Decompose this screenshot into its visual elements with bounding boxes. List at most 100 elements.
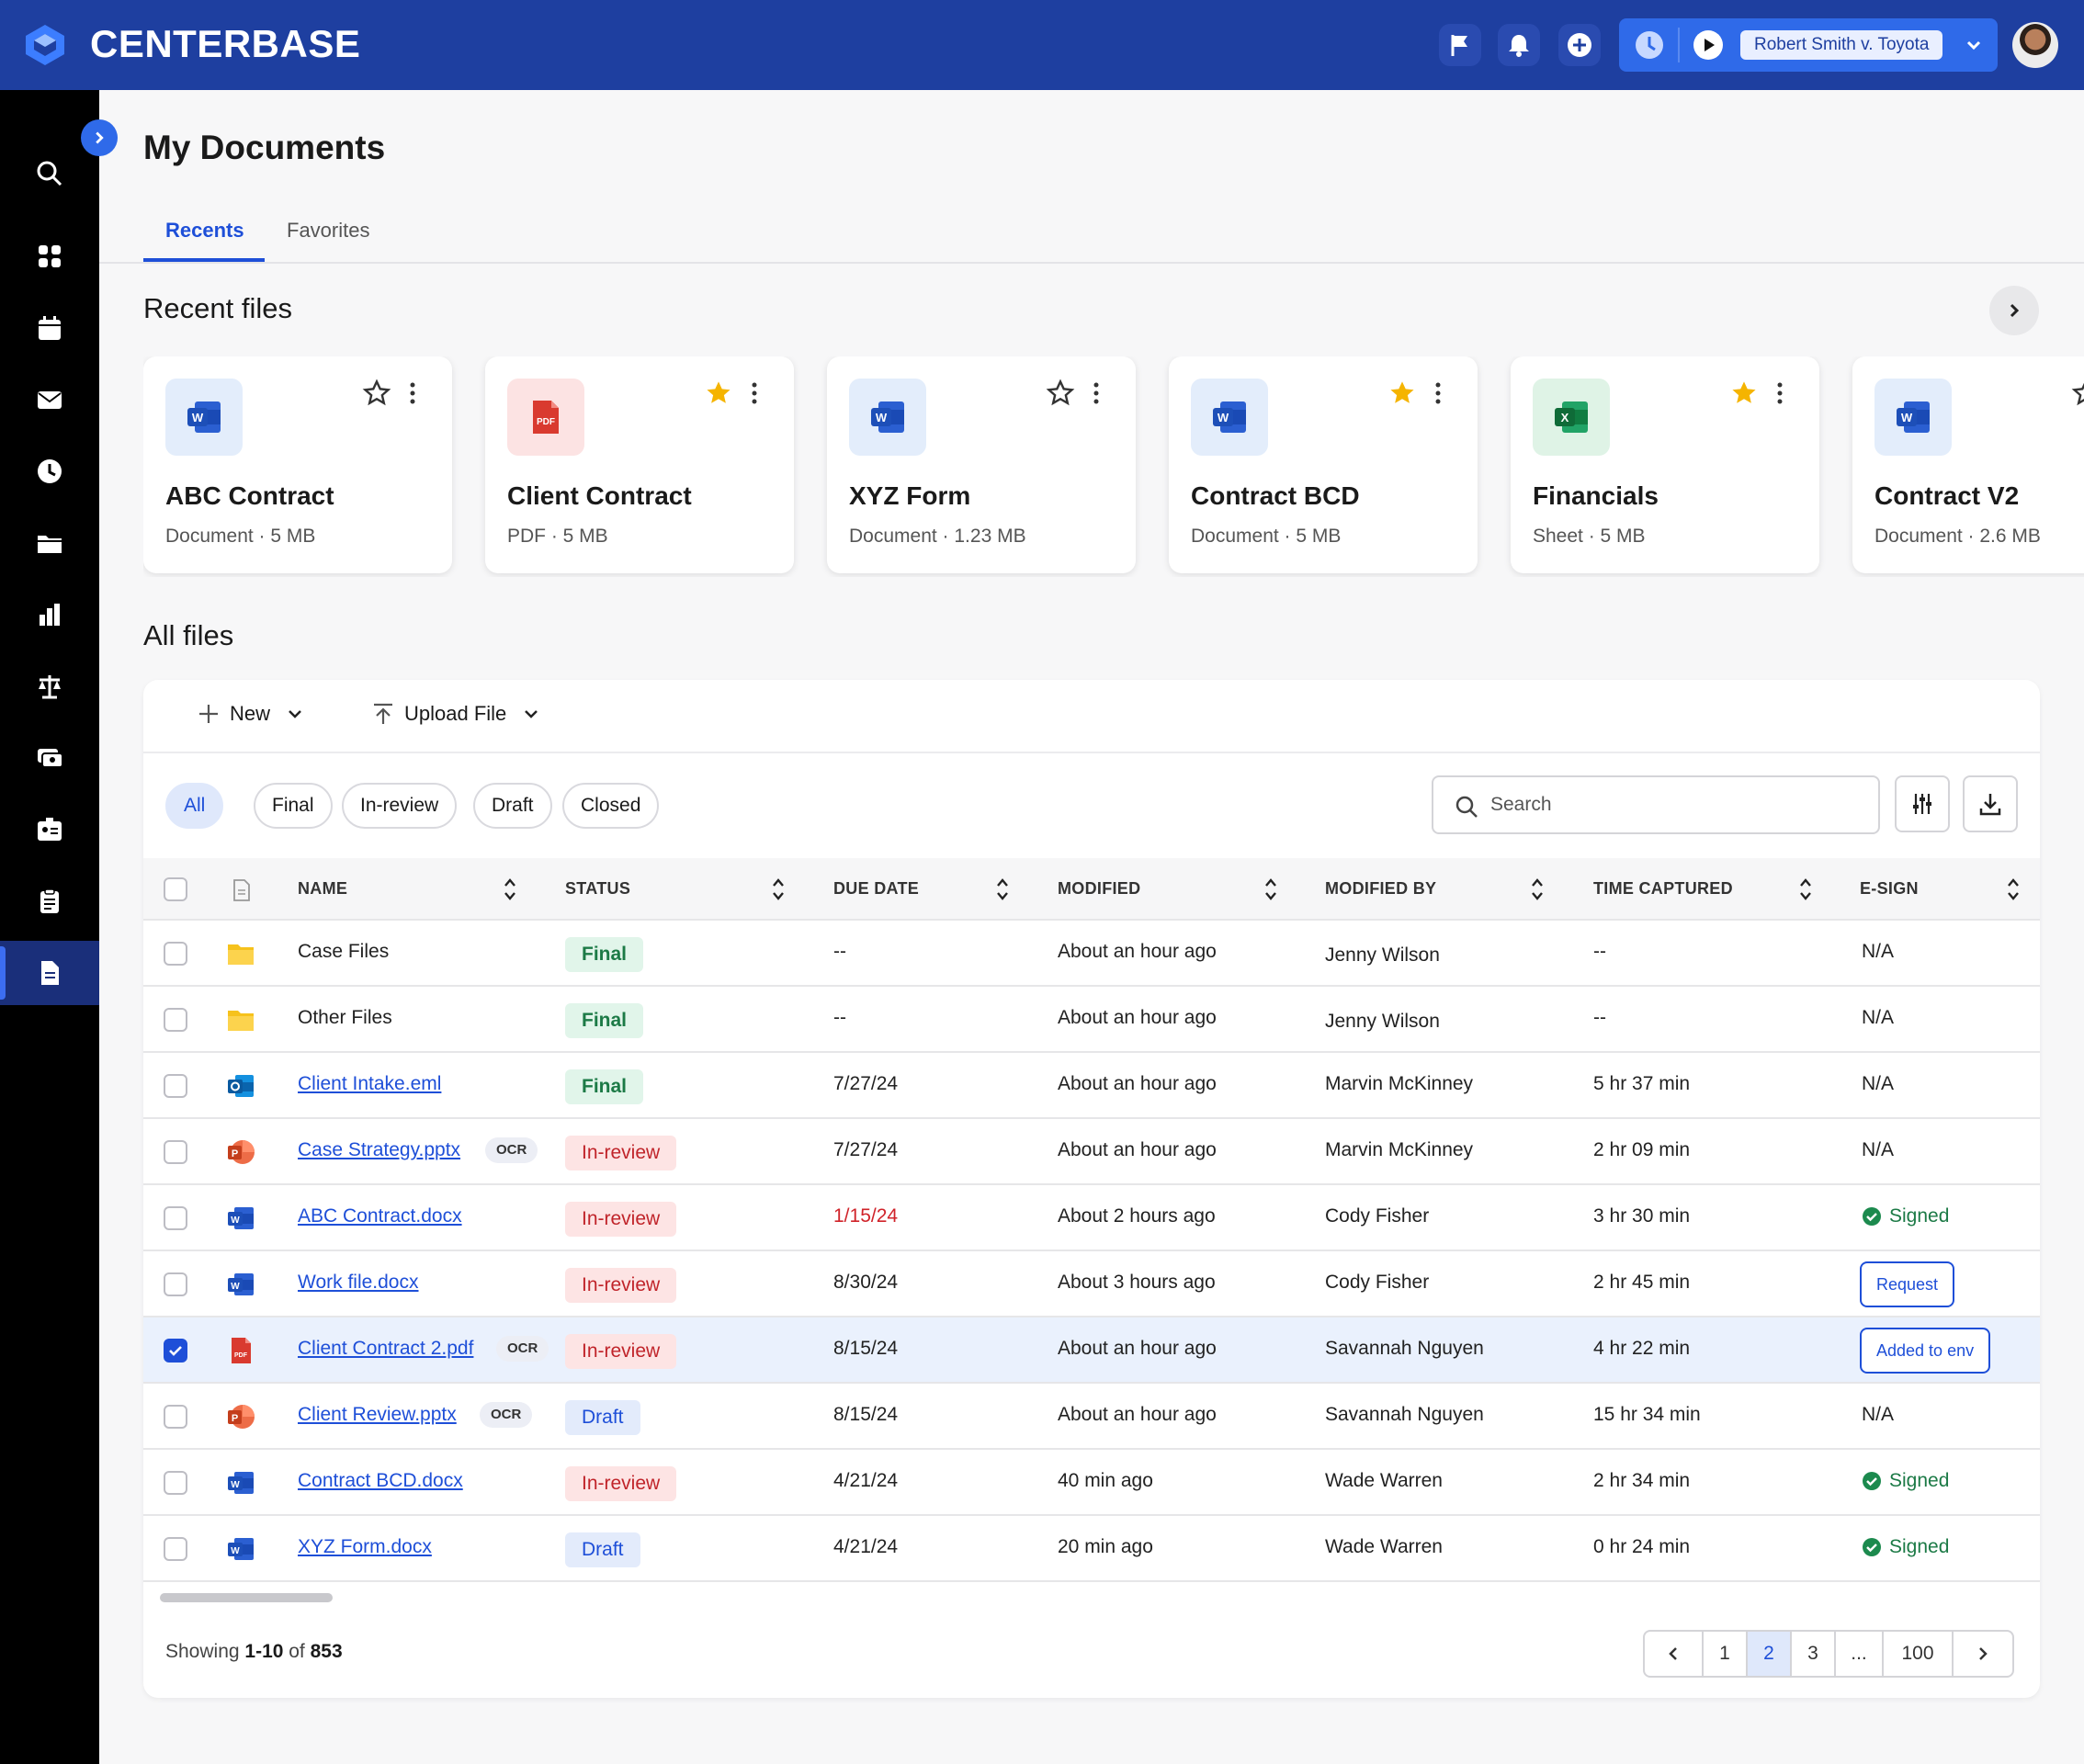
sort-icon[interactable]: [994, 875, 1011, 904]
recent-file-card[interactable]: X Financials Sheet · 5 MB: [1511, 356, 1819, 573]
filter-chip-draft[interactable]: Draft: [473, 783, 552, 829]
table-row[interactable]: Client Intake.eml Final 7/27/24 About an…: [143, 1053, 2040, 1119]
column-settings-button[interactable]: [1895, 775, 1950, 832]
table-row[interactable]: P Client Review.pptx OCR Draft 8/15/24 A…: [143, 1384, 2040, 1450]
new-button[interactable]: New: [195, 700, 305, 728]
table-row[interactable]: W Work file.docx In-review 8/30/24 About…: [143, 1251, 2040, 1317]
more-vertical-icon[interactable]: [748, 380, 761, 406]
quick-add-button[interactable]: [1558, 24, 1601, 66]
table-row[interactable]: P Case Strategy.pptx OCR In-review 7/27/…: [143, 1119, 2040, 1185]
star-outline-icon[interactable]: [1046, 379, 1075, 408]
sidebar-item-legal[interactable]: [0, 654, 99, 718]
row-checkbox[interactable]: [164, 1405, 187, 1429]
sidebar-item-dashboard[interactable]: [0, 224, 99, 288]
page-button[interactable]: 100: [1884, 1632, 1954, 1676]
row-checkbox[interactable]: [164, 1537, 187, 1561]
next-page-button[interactable]: [1954, 1632, 2012, 1676]
filter-chip-closed[interactable]: Closed: [562, 783, 660, 829]
star-filled-icon[interactable]: [704, 379, 733, 408]
play-icon[interactable]: [1693, 29, 1724, 61]
sidebar-item-billing[interactable]: [0, 726, 99, 790]
filter-chip-in-review[interactable]: In-review: [342, 783, 458, 829]
select-all-checkbox[interactable]: [164, 877, 187, 901]
filter-chip-final[interactable]: Final: [254, 783, 333, 829]
page-button[interactable]: 3: [1792, 1632, 1836, 1676]
recent-file-card[interactable]: W Contract BCD Document · 5 MB: [1169, 356, 1478, 573]
row-checkbox[interactable]: [164, 1206, 187, 1230]
column-header-due-date[interactable]: DUE DATE: [833, 879, 920, 898]
matter-label[interactable]: Robert Smith v. Toyota: [1740, 30, 1943, 60]
file-name-link[interactable]: XYZ Form.docx: [298, 1536, 432, 1557]
more-vertical-icon[interactable]: [406, 380, 419, 406]
more-vertical-icon[interactable]: [1090, 380, 1103, 406]
sidebar-item-contacts[interactable]: [0, 797, 99, 862]
row-checkbox[interactable]: [164, 942, 187, 966]
centerbase-logo-icon[interactable]: [24, 23, 66, 67]
row-checkbox[interactable]: [164, 1074, 187, 1098]
table-row[interactable]: W XYZ Form.docx Draft 4/21/24 20 min ago…: [143, 1516, 2040, 1582]
download-button[interactable]: [1963, 775, 2018, 832]
column-header-modified-by[interactable]: MODIFIED BY: [1325, 879, 1437, 898]
star-outline-icon[interactable]: [362, 379, 391, 408]
table-row[interactable]: Case Files Final -- About an hour ago Je…: [143, 921, 2040, 987]
sidebar-item-tasks[interactable]: [0, 869, 99, 933]
sort-icon[interactable]: [1797, 875, 1814, 904]
chevron-down-icon[interactable]: [1963, 34, 1985, 56]
flag-button[interactable]: [1439, 24, 1481, 66]
recent-file-card[interactable]: PDF Client Contract PDF · 5 MB: [485, 356, 794, 573]
e-sign-added-button[interactable]: Added to env: [1860, 1328, 1991, 1374]
page-button[interactable]: 1: [1704, 1632, 1748, 1676]
column-header-e-sign[interactable]: E-SIGN: [1860, 879, 1919, 898]
column-header-time-captured[interactable]: TIME CAPTURED: [1593, 879, 1733, 898]
sort-icon[interactable]: [1529, 875, 1546, 904]
file-name-link[interactable]: Case Strategy.pptx: [298, 1139, 461, 1160]
tab-recents[interactable]: Recents: [165, 219, 244, 242]
carousel-next-button[interactable]: [1989, 286, 2039, 335]
sort-icon[interactable]: [502, 875, 518, 904]
sidebar-item-mail[interactable]: [0, 368, 99, 432]
row-checkbox[interactable]: [164, 1008, 187, 1032]
sort-icon[interactable]: [770, 875, 787, 904]
row-checkbox-checked[interactable]: [164, 1339, 187, 1363]
prev-page-button[interactable]: [1645, 1632, 1704, 1676]
more-vertical-icon[interactable]: [1773, 380, 1786, 406]
table-row[interactable]: Other Files Final -- About an hour ago J…: [143, 987, 2040, 1053]
table-row[interactable]: W Contract BCD.docx In-review 4/21/24 40…: [143, 1450, 2040, 1516]
e-sign-request-button[interactable]: Request: [1860, 1261, 1955, 1307]
file-name-link[interactable]: ABC Contract.docx: [298, 1205, 462, 1227]
file-name-link[interactable]: Contract BCD.docx: [298, 1470, 463, 1491]
sidebar-item-reports[interactable]: [0, 582, 99, 647]
horizontal-scrollbar[interactable]: [160, 1593, 333, 1602]
row-checkbox[interactable]: [164, 1471, 187, 1495]
sidebar-item-time[interactable]: [0, 439, 99, 503]
file-name-link[interactable]: Client Contract 2.pdf: [298, 1338, 474, 1359]
sidebar-item-matters[interactable]: [0, 511, 99, 575]
table-row[interactable]: W ABC Contract.docx In-review 1/15/24 Ab…: [143, 1185, 2040, 1251]
column-header-name[interactable]: NAME: [298, 879, 348, 898]
sort-icon[interactable]: [2005, 875, 2022, 904]
sidebar-item-search[interactable]: [0, 141, 99, 206]
sidebar-item-calendar[interactable]: [0, 296, 99, 360]
star-filled-icon[interactable]: [1729, 379, 1759, 408]
star-outline-icon[interactable]: [2071, 379, 2084, 408]
clock-icon[interactable]: [1634, 29, 1665, 61]
user-avatar[interactable]: [2012, 22, 2058, 68]
file-name-link[interactable]: Client Intake.eml: [298, 1073, 442, 1094]
recent-file-card[interactable]: W XYZ Form Document · 1.23 MB: [827, 356, 1136, 573]
row-checkbox[interactable]: [164, 1272, 187, 1296]
row-checkbox[interactable]: [164, 1140, 187, 1164]
sidebar-expand-button[interactable]: [81, 119, 118, 156]
notifications-button[interactable]: [1498, 24, 1540, 66]
page-button-current[interactable]: 2: [1748, 1632, 1792, 1676]
matter-timer[interactable]: Robert Smith v. Toyota: [1619, 18, 1998, 72]
recent-file-card[interactable]: W ABC Contract Document · 5 MB: [143, 356, 452, 573]
table-row[interactable]: PDF Client Contract 2.pdf OCR In-review …: [143, 1317, 2040, 1384]
sort-icon[interactable]: [1263, 875, 1279, 904]
file-name-link[interactable]: Client Review.pptx: [298, 1404, 457, 1425]
file-name-link[interactable]: Work file.docx: [298, 1272, 419, 1293]
filter-chip-all[interactable]: All: [165, 783, 224, 829]
sidebar-item-documents[interactable]: [0, 941, 99, 1005]
more-vertical-icon[interactable]: [1432, 380, 1444, 406]
search-input[interactable]: [1490, 788, 1858, 821]
star-filled-icon[interactable]: [1387, 379, 1417, 408]
